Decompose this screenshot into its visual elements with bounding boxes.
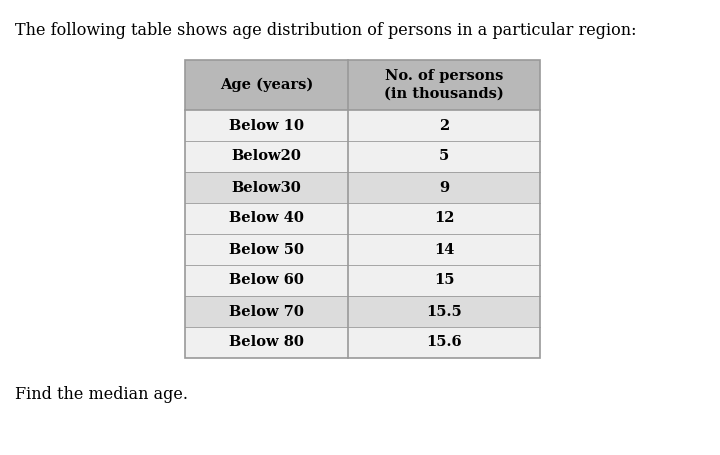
Bar: [185, 234, 540, 265]
Text: Age (years): Age (years): [220, 78, 313, 92]
Text: No. of persons
(in thousands): No. of persons (in thousands): [384, 69, 504, 101]
Text: Below 50: Below 50: [229, 243, 304, 257]
Text: Below30: Below30: [232, 181, 302, 194]
Bar: [185, 60, 540, 110]
Bar: [185, 203, 540, 234]
Text: 15.5: 15.5: [426, 304, 462, 318]
Text: Find the median age.: Find the median age.: [15, 386, 188, 403]
Bar: [185, 172, 540, 203]
Text: The following table shows age distribution of persons in a particular region:: The following table shows age distributi…: [15, 22, 636, 39]
Text: Below20: Below20: [232, 150, 302, 163]
Bar: [185, 327, 540, 358]
Bar: [185, 141, 540, 172]
Text: Below 40: Below 40: [229, 212, 304, 226]
Bar: [185, 265, 540, 296]
Text: 14: 14: [434, 243, 454, 257]
Bar: [185, 60, 540, 358]
Text: Below 80: Below 80: [229, 335, 304, 349]
Text: 15.6: 15.6: [426, 335, 462, 349]
Text: 12: 12: [434, 212, 454, 226]
Text: 5: 5: [439, 150, 449, 163]
Text: 2: 2: [439, 118, 449, 132]
Text: 9: 9: [439, 181, 449, 194]
Text: Below 10: Below 10: [229, 118, 304, 132]
Bar: [185, 296, 540, 327]
Bar: [185, 110, 540, 141]
Text: 15: 15: [434, 273, 454, 288]
Text: Below 60: Below 60: [229, 273, 304, 288]
Text: Below 70: Below 70: [229, 304, 304, 318]
